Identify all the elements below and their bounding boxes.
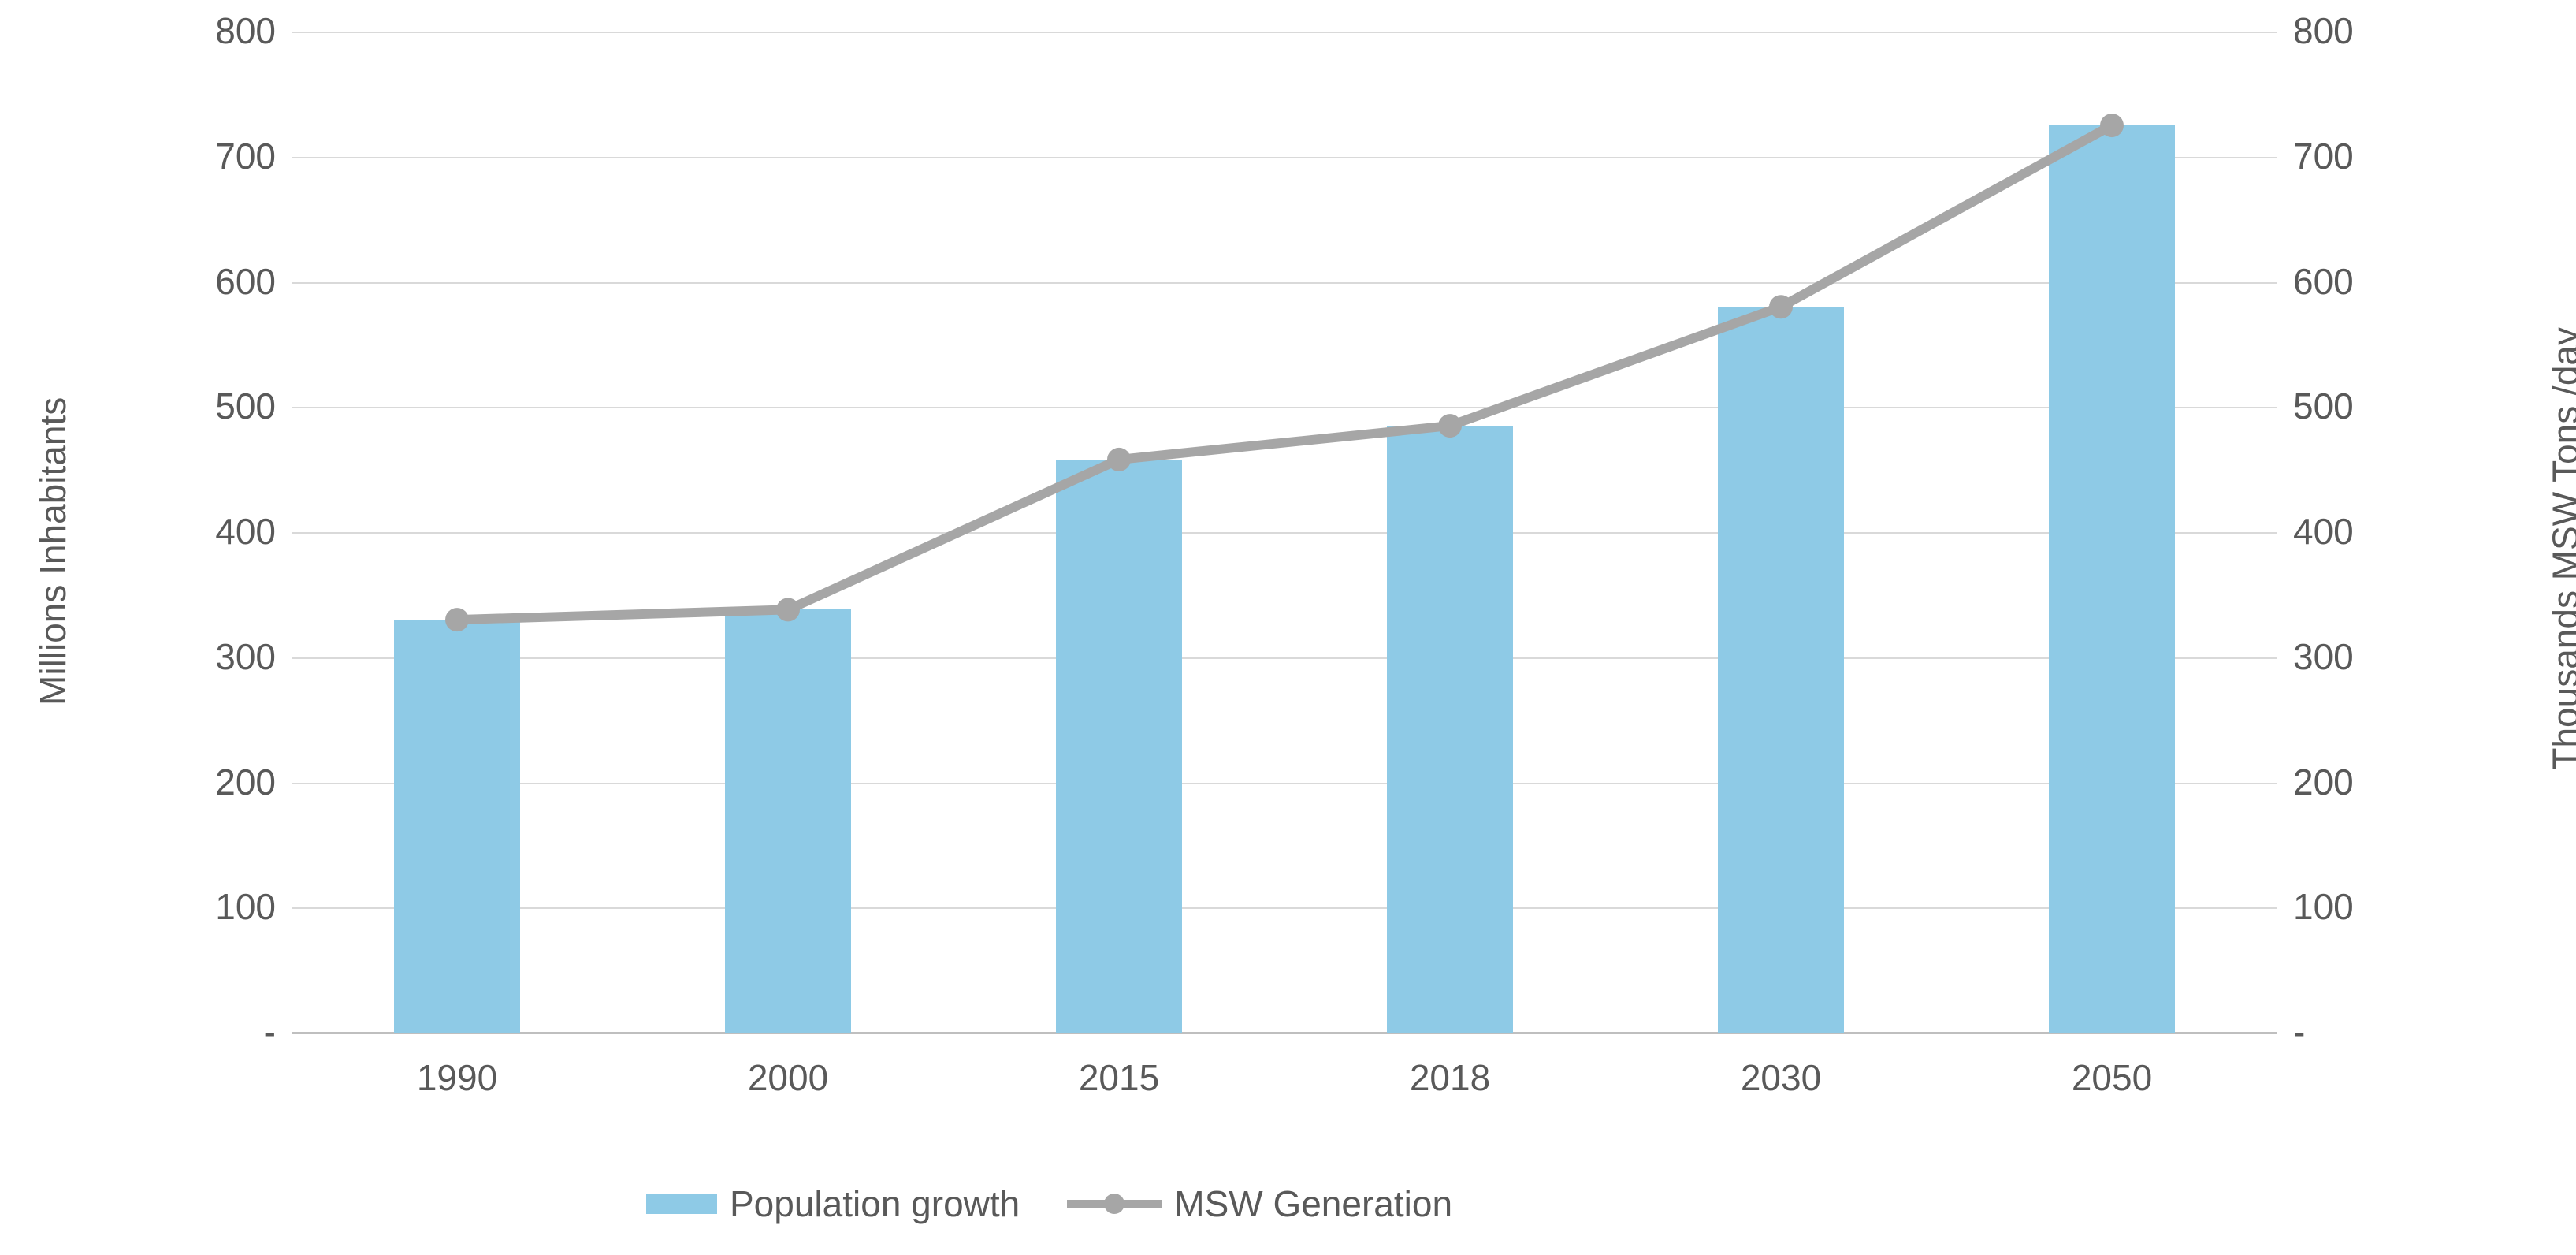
x-tick-label: 2050 xyxy=(2041,1056,2183,1099)
y2-tick-label: 100 xyxy=(2293,885,2388,928)
x-tick-label: 2000 xyxy=(717,1056,859,1099)
line-marker xyxy=(445,608,469,631)
y2-tick-label: 300 xyxy=(2293,635,2388,678)
y1-tick-label: 700 xyxy=(181,135,276,177)
x-tick-label: 1990 xyxy=(386,1056,528,1099)
line-marker xyxy=(1107,448,1131,471)
x-tick-label: 2018 xyxy=(1379,1056,1521,1099)
y1-tick-label: 400 xyxy=(181,510,276,553)
y1-tick-label: 600 xyxy=(181,260,276,303)
line-marker xyxy=(2100,114,2124,137)
legend-item-bars: Population growth xyxy=(646,1182,1020,1225)
y1-tick-label: 300 xyxy=(181,635,276,678)
y2-tick-label: 500 xyxy=(2293,385,2388,427)
y2-tick-label: - xyxy=(2293,1011,2388,1053)
line-marker xyxy=(1769,295,1793,318)
y2-tick-label: 800 xyxy=(2293,9,2388,52)
y2-axis-title: Thousands MSW Tons /day xyxy=(2544,327,2576,770)
x-tick-label: 2030 xyxy=(1710,1056,1852,1099)
legend-swatch-bar xyxy=(646,1194,717,1214)
y1-tick-label: 800 xyxy=(181,9,276,52)
legend-item-line: MSW Generation xyxy=(1067,1182,1452,1225)
line-series xyxy=(292,32,2277,1033)
y1-axis-title: Millions Inhabitants xyxy=(32,397,74,706)
legend-label-line: MSW Generation xyxy=(1174,1182,1452,1225)
y1-tick-label: - xyxy=(181,1011,276,1053)
legend-swatch-line xyxy=(1067,1192,1162,1216)
y1-tick-label: 100 xyxy=(181,885,276,928)
y2-tick-label: 200 xyxy=(2293,761,2388,803)
legend-label-bars: Population growth xyxy=(730,1182,1020,1225)
y2-tick-label: 600 xyxy=(2293,260,2388,303)
y1-tick-label: 200 xyxy=(181,761,276,803)
chart-legend: Population growth MSW Generation xyxy=(646,1182,1452,1225)
plot-area xyxy=(292,32,2277,1033)
y2-tick-label: 700 xyxy=(2293,135,2388,177)
line-marker xyxy=(776,598,800,621)
line-marker xyxy=(1438,414,1462,438)
population-msw-chart: Millions Inhabitants Thousands MSW Tons … xyxy=(0,0,2576,1255)
y2-tick-label: 400 xyxy=(2293,510,2388,553)
y1-tick-label: 500 xyxy=(181,385,276,427)
x-tick-label: 2015 xyxy=(1048,1056,1190,1099)
